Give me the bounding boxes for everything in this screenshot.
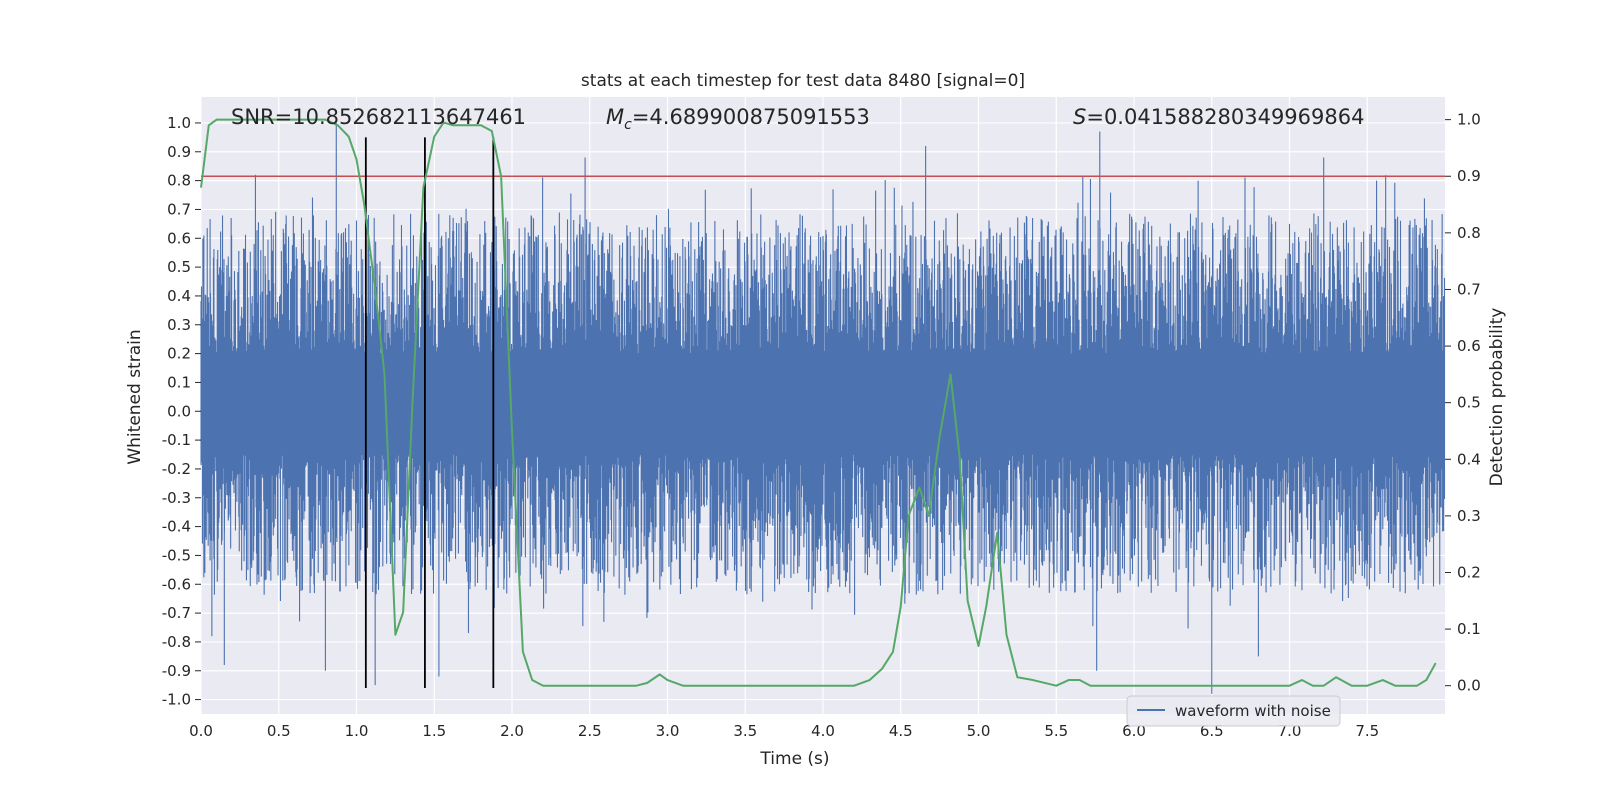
y-left-tick-labels: 1.0 0.9 0.8 0.7 0.6 0.5 0.4 0.3 0.2 0.1 0.0 -0.1 -0.… [162, 114, 201, 709]
x-tick-label: 4.5 [889, 722, 913, 740]
x-tick-label: 3.5 [733, 722, 757, 740]
y-right-tick-label: 0.9 [1457, 167, 1481, 185]
event-marker-lines [364, 137, 495, 689]
x-tick-label: 7.5 [1355, 722, 1379, 740]
y-left-tick-label: -0.2 [162, 460, 191, 478]
x-tick-label: 0.5 [267, 722, 291, 740]
chirp-mass-symbol: M [606, 105, 624, 129]
x-tick-label: 1.0 [345, 722, 369, 740]
chirp-mass-subscript: c [624, 117, 632, 133]
y-left-tick-label: -0.1 [162, 431, 191, 449]
x-tick-label: 0.0 [189, 722, 213, 740]
y-left-axis-label: Whitened strain [125, 329, 145, 464]
x-tick-labels: 0.0 0.5 1.0 1.5 2.0 2.5 3.0 3.5 4.0 4.5 5.0 5.5 6.0 6… [189, 722, 1379, 740]
s-annotation: S=0.041588280349969864 [1073, 105, 1364, 129]
y-right-tick-label: 0.8 [1457, 224, 1481, 242]
y-left-tick-label: -0.8 [162, 633, 191, 651]
y-right-tick-label: 0.6 [1457, 337, 1481, 355]
snr-annotation: SNR=10.852682113647461 [231, 105, 526, 129]
detection-probability-line [200, 118, 1437, 687]
y-left-tick-label: -1.0 [162, 691, 191, 709]
y-left-tick-label: 0.9 [167, 143, 191, 161]
legend-box [1126, 695, 1341, 727]
x-axis-label: Time (s) [759, 749, 829, 769]
y-left-tick-label: 0.8 [167, 172, 191, 190]
y-left-tick-label: 0.2 [167, 345, 191, 363]
y-left-tick-label: 0.7 [167, 200, 191, 218]
legend: waveform with noise [1126, 695, 1341, 727]
detection-probability-series [200, 118, 1437, 687]
y-right-tick-label: 1.0 [1457, 111, 1481, 129]
x-tick-label: 5.0 [967, 722, 991, 740]
x-tick-label: 2.5 [578, 722, 602, 740]
y-right-tick-label: 0.2 [1457, 563, 1481, 581]
y-left-tick-label: 0.5 [167, 258, 191, 276]
y-right-tick-label: 0.4 [1457, 450, 1481, 468]
y-right-axis-label: Detection probability [1487, 308, 1507, 487]
y-left-tick-label: 0.6 [167, 229, 191, 247]
chart-title: stats at each timestep for test data 848… [581, 71, 1025, 91]
y-left-tick-label: -0.6 [162, 575, 191, 593]
y-left-tick-label: -0.9 [162, 662, 191, 680]
y-left-tick-label: 0.3 [167, 316, 191, 334]
x-tick-label: 5.5 [1044, 722, 1068, 740]
y-left-tick-label: -0.5 [162, 546, 191, 564]
y-left-tick-label: -0.7 [162, 604, 191, 622]
s-value: =0.041588280349969864 [1086, 105, 1364, 129]
s-symbol: S [1073, 105, 1086, 129]
y-right-tick-label: 0.1 [1457, 620, 1481, 638]
chirp-mass-value: =4.689900875091553 [632, 105, 870, 129]
y-right-tick-label: 0.7 [1457, 280, 1481, 298]
waveform-core-band [201, 353, 1445, 455]
chirp-mass-annotation: Mc=4.689900875091553 [606, 105, 870, 133]
y-right-tick-label: 0.3 [1457, 507, 1481, 525]
y-right-tick-labels: 1.0 0.9 0.8 0.7 0.6 0.5 0.4 0.3 0.2 0.1 0.0 [1445, 111, 1481, 695]
y-left-tick-label: 0.1 [167, 373, 191, 391]
x-tick-label: 2.0 [500, 722, 524, 740]
x-tick-label: 4.0 [811, 722, 835, 740]
y-left-tick-label: 0.0 [167, 402, 191, 420]
y-left-tick-label: -0.3 [162, 489, 191, 507]
legend-label: waveform with noise [1175, 702, 1331, 720]
x-tick-label: 1.5 [422, 722, 446, 740]
y-right-tick-label: 0.5 [1457, 394, 1481, 412]
y-left-tick-label: -0.4 [162, 518, 191, 536]
y-right-tick-label: 0.0 [1457, 677, 1481, 695]
y-left-tick-label: 1.0 [167, 114, 191, 132]
waveform-series [200, 122, 1446, 694]
y-left-tick-label: 0.4 [167, 287, 191, 305]
x-tick-label: 3.0 [656, 722, 680, 740]
